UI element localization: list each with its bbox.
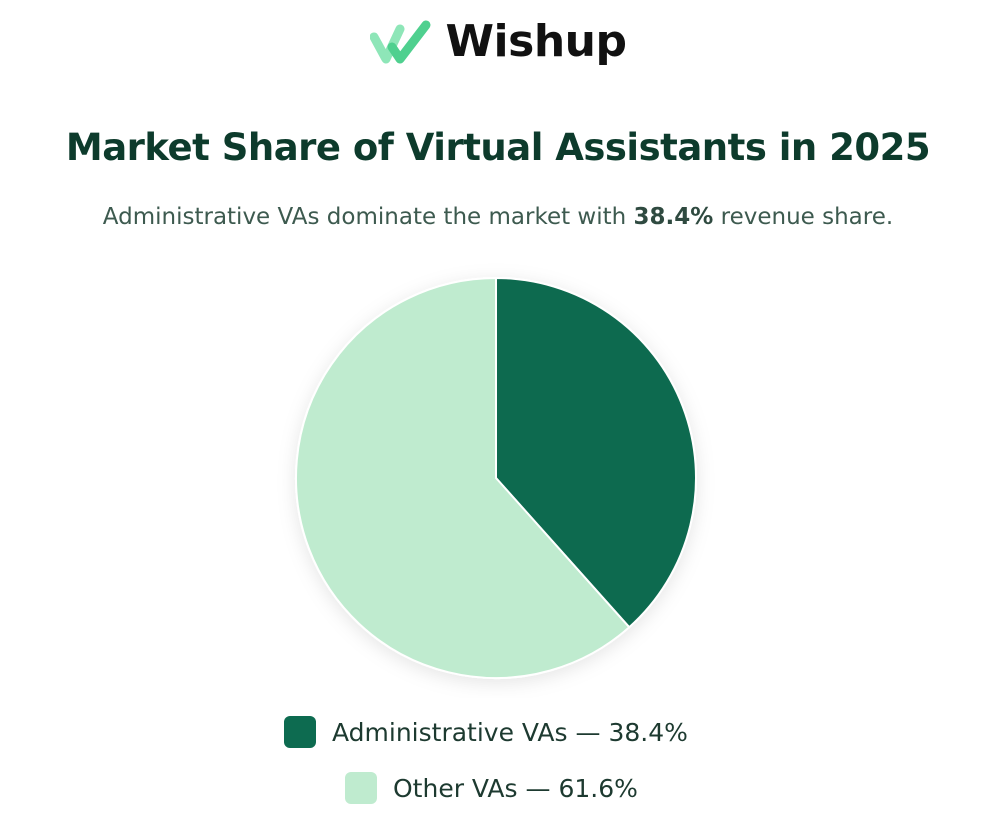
checkmark-logo-icon xyxy=(369,20,431,63)
legend-swatch-administrative xyxy=(284,716,316,748)
legend-item-administrative: Administrative VAs — 38.4% xyxy=(284,712,688,752)
legend-label-other: Other VAs — 61.6% xyxy=(393,773,638,803)
legend-label-administrative: Administrative VAs — 38.4% xyxy=(332,717,688,747)
subtitle-suffix: revenue share. xyxy=(713,204,894,230)
subtitle-prefix: Administrative VAs dominate the market w… xyxy=(102,204,634,230)
chart-subtitle: Administrative VAs dominate the market w… xyxy=(0,204,996,230)
brand-logo: Wishup xyxy=(0,16,996,67)
pie-slice-administrative-vas xyxy=(495,276,697,629)
legend-swatch-other xyxy=(345,772,377,804)
chart-title: Market Share of Virtual Assistants in 20… xyxy=(65,126,931,169)
brand-name: Wishup xyxy=(445,16,627,67)
pie-chart xyxy=(295,276,697,679)
pie-chart-container xyxy=(276,258,716,698)
legend-item-other: Other VAs — 61.6% xyxy=(345,768,638,808)
subtitle-highlight: 38.4% xyxy=(633,204,714,230)
pie-slice-other-vas xyxy=(295,276,631,679)
